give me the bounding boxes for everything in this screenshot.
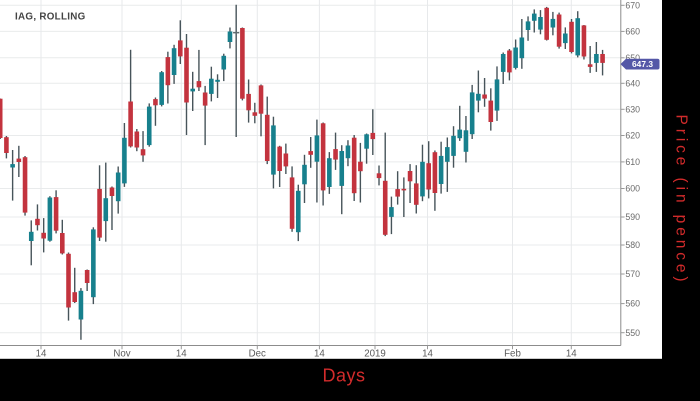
svg-text:647.3: 647.3 [632, 59, 653, 69]
svg-text:Dec: Dec [249, 349, 266, 360]
svg-text:14: 14 [566, 349, 577, 360]
svg-text:14: 14 [36, 349, 47, 360]
svg-text:Price (in pence): Price (in pence) [673, 115, 690, 286]
svg-text:Days: Days [322, 366, 365, 386]
svg-text:650: 650 [625, 53, 640, 63]
svg-text:600: 600 [625, 184, 640, 194]
svg-text:580: 580 [625, 240, 640, 250]
svg-text:610: 610 [625, 157, 640, 167]
svg-text:Nov: Nov [113, 349, 130, 360]
svg-text:660: 660 [625, 27, 640, 37]
svg-text:670: 670 [625, 0, 640, 10]
svg-text:14: 14 [314, 349, 325, 360]
svg-text:Feb: Feb [504, 349, 521, 360]
svg-text:2019: 2019 [364, 349, 386, 360]
svg-text:14: 14 [422, 349, 433, 360]
svg-text:630: 630 [625, 104, 640, 114]
svg-text:IAG, ROLLING: IAG, ROLLING [15, 12, 86, 23]
svg-text:620: 620 [625, 131, 640, 141]
svg-text:550: 550 [625, 328, 640, 338]
svg-text:640: 640 [625, 78, 640, 88]
svg-text:590: 590 [625, 212, 640, 222]
svg-text:570: 570 [625, 269, 640, 279]
svg-text:14: 14 [176, 349, 187, 360]
svg-text:560: 560 [625, 299, 640, 309]
